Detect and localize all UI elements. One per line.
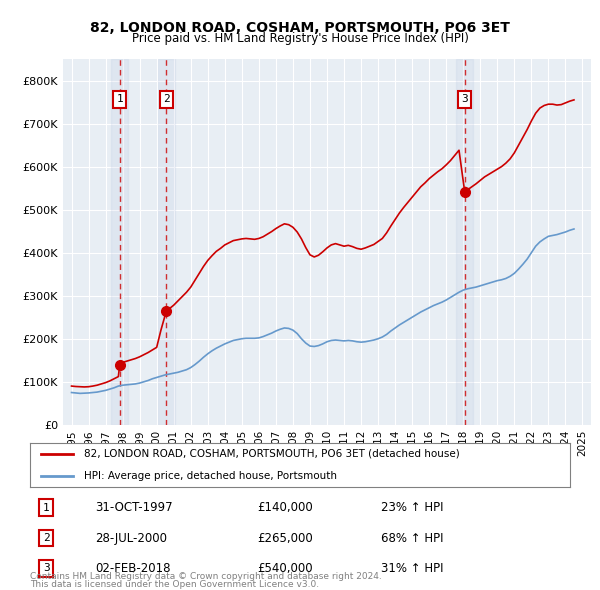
Text: HPI: Average price, detached house, Portsmouth: HPI: Average price, detached house, Port… — [84, 471, 337, 481]
Text: 1: 1 — [43, 503, 50, 513]
Text: This data is licensed under the Open Government Licence v3.0.: This data is licensed under the Open Gov… — [30, 580, 319, 589]
Text: Contains HM Land Registry data © Crown copyright and database right 2024.: Contains HM Land Registry data © Crown c… — [30, 572, 382, 581]
Text: 31-OCT-1997: 31-OCT-1997 — [95, 502, 172, 514]
Text: 3: 3 — [43, 563, 50, 573]
Text: £140,000: £140,000 — [257, 502, 313, 514]
Bar — [111, 59, 128, 425]
Text: 68% ↑ HPI: 68% ↑ HPI — [381, 532, 443, 545]
Text: Price paid vs. HM Land Registry's House Price Index (HPI): Price paid vs. HM Land Registry's House … — [131, 32, 469, 45]
Text: 2: 2 — [163, 94, 170, 104]
Text: 82, LONDON ROAD, COSHAM, PORTSMOUTH, PO6 3ET: 82, LONDON ROAD, COSHAM, PORTSMOUTH, PO6… — [90, 21, 510, 35]
Text: 23% ↑ HPI: 23% ↑ HPI — [381, 502, 443, 514]
Bar — [456, 59, 473, 425]
Text: £540,000: £540,000 — [257, 562, 313, 575]
Text: 2: 2 — [43, 533, 50, 543]
Text: 02-FEB-2018: 02-FEB-2018 — [95, 562, 170, 575]
Text: 1: 1 — [116, 94, 123, 104]
Text: 82, LONDON ROAD, COSHAM, PORTSMOUTH, PO6 3ET (detached house): 82, LONDON ROAD, COSHAM, PORTSMOUTH, PO6… — [84, 448, 460, 458]
Bar — [158, 59, 175, 425]
Text: 3: 3 — [461, 94, 468, 104]
Text: 28-JUL-2000: 28-JUL-2000 — [95, 532, 167, 545]
Text: £265,000: £265,000 — [257, 532, 313, 545]
Text: 31% ↑ HPI: 31% ↑ HPI — [381, 562, 443, 575]
